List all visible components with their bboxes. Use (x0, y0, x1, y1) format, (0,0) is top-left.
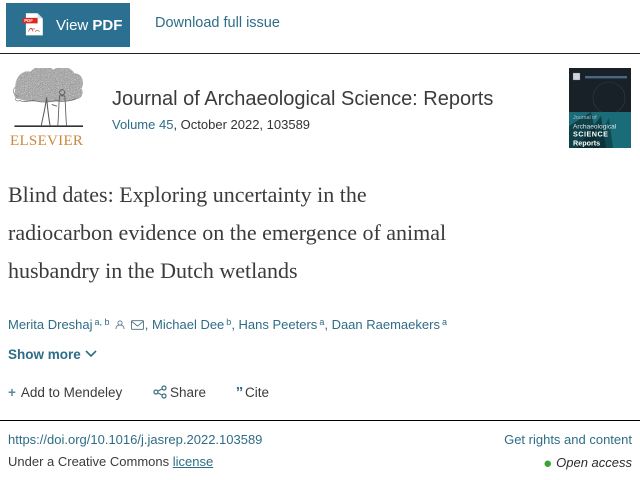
svg-text:Reports: Reports (573, 139, 600, 148)
svg-text:SCIENCE: SCIENCE (573, 130, 608, 139)
svg-text:Journal of: Journal of (573, 115, 597, 121)
svg-text:PDF: PDF (24, 18, 33, 23)
